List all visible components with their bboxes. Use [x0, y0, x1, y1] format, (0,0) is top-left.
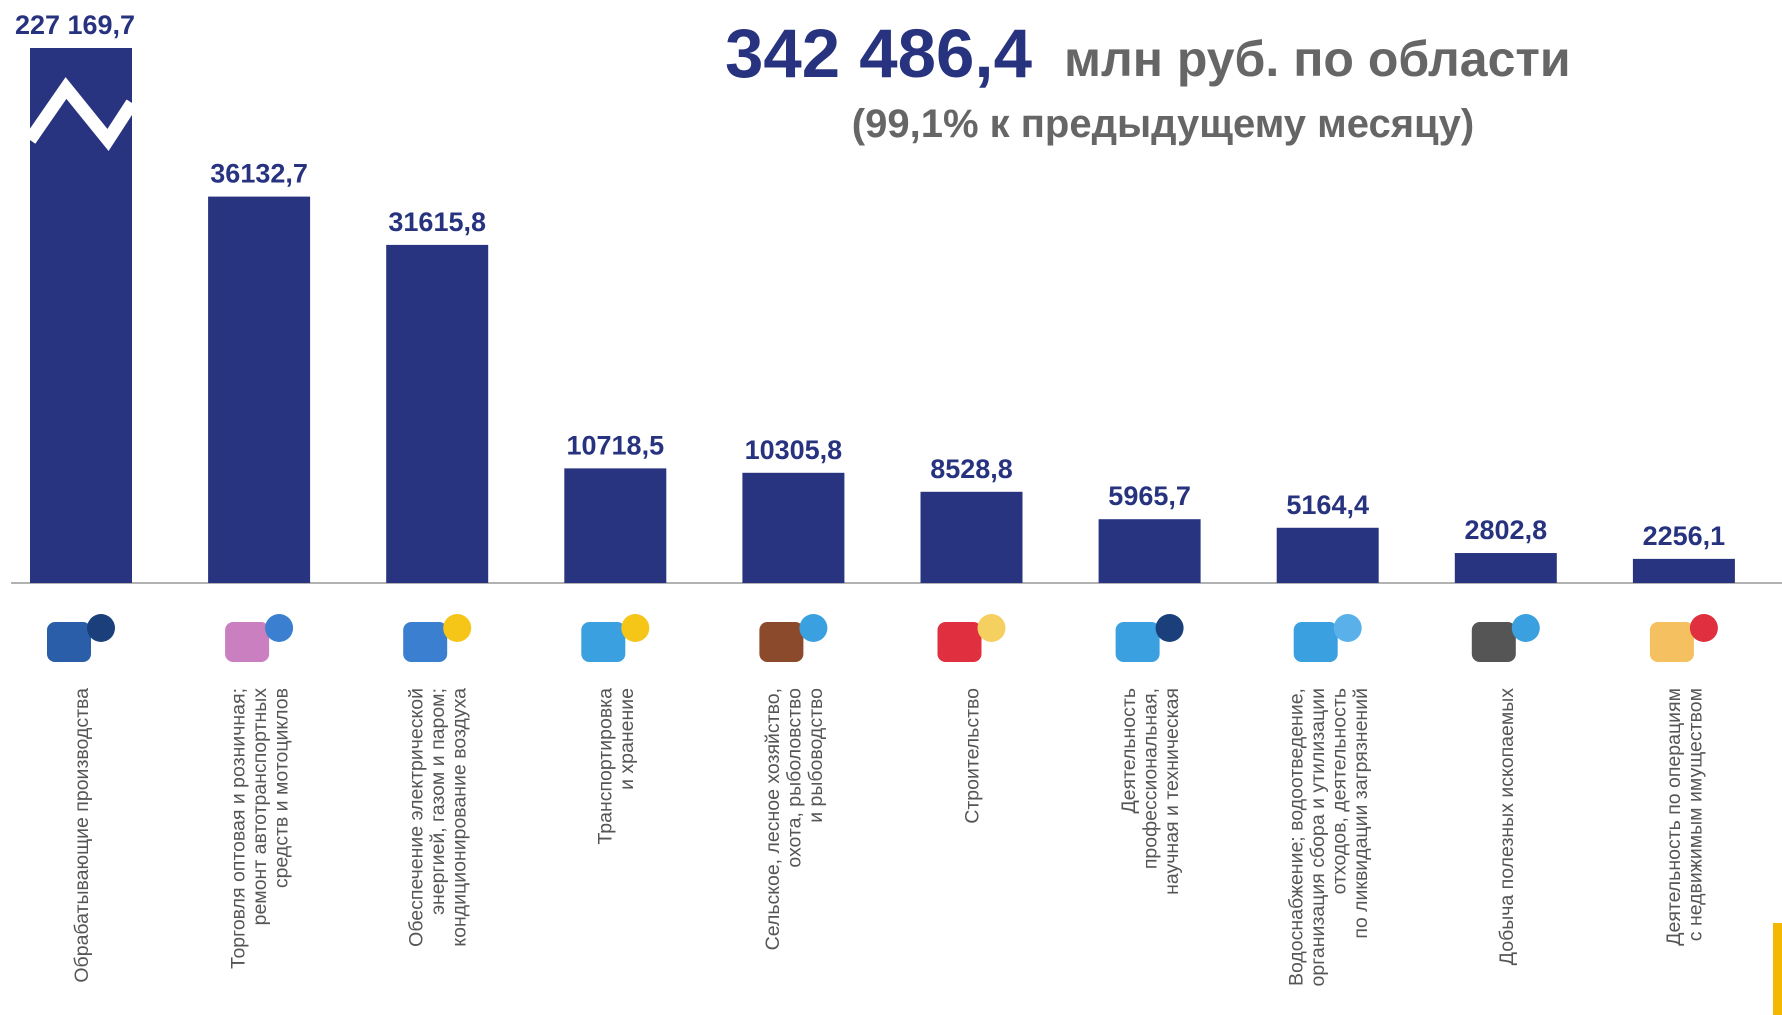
x-tick-label: Добыча полезных ископаемых: [1496, 688, 1518, 965]
x-tick-label: Обеспечение электрической: [406, 688, 428, 947]
category-label-group: Обеспечение электрической энергией, газом…: [406, 688, 471, 947]
x-tick-label: и рыбоводство: [805, 688, 827, 823]
category-label-group: Строительство: [962, 688, 984, 824]
category-label-group: Торговля оптовая и розничная; ремонт авто…: [228, 688, 293, 969]
value-label: 2256,1: [1643, 521, 1726, 551]
value-label: 8528,8: [930, 454, 1013, 484]
value-label: 36132,7: [210, 159, 308, 189]
category-label-group: Обрабатывающие производства: [71, 688, 93, 983]
value-label: 10305,8: [745, 435, 843, 465]
category-label-group: Добыча полезных ископаемых: [1496, 688, 1518, 965]
icon-part: [87, 614, 115, 642]
value-label: 227 169,7: [15, 10, 135, 40]
x-tick-label: средств и мотоциклов: [271, 688, 293, 888]
category-label-group: Деятельность профессиональная, научная и т…: [1118, 688, 1183, 895]
x-tick-label: Деятельность по операциям: [1663, 688, 1685, 946]
icon-part: [977, 614, 1006, 642]
axis-break: [24, 77, 138, 152]
category-label-group: Транспортировка и хранение: [595, 688, 639, 845]
icon-part: [621, 614, 650, 642]
value-label: 31615,8: [388, 207, 486, 237]
bar: [1276, 527, 1379, 583]
bar: [564, 468, 667, 583]
chart-title: 342 486,4: [725, 15, 1032, 92]
x-tick-label: энергией, газом и паром;: [427, 688, 449, 915]
bar: [208, 196, 311, 583]
x-tick-label: Торговля оптовая и розничная;: [228, 688, 250, 969]
icon-part: [403, 622, 448, 662]
category-label-group: Водоснабжение; водоотведение, организация…: [1285, 688, 1372, 986]
icon-part: [47, 622, 91, 662]
x-tick-label: с недвижимым имуществом: [1685, 688, 1707, 941]
bar: [920, 491, 1023, 583]
category-label-group: Сельское, лесное хозяйство, охота, рыболо…: [762, 688, 827, 950]
icon-part: [1293, 622, 1338, 662]
value-label: 5965,7: [1108, 481, 1191, 511]
icon-part: [1511, 614, 1540, 642]
icon-part: [1115, 622, 1160, 662]
x-tick-label: Сельское, лесное хозяйство,: [762, 688, 784, 950]
x-tick-label: организация сбора и утилизации: [1307, 688, 1329, 986]
x-tick-label: научная и техническая: [1161, 688, 1183, 895]
icon-part: [265, 614, 294, 642]
icon-part: [1471, 622, 1516, 662]
value-label: 10718,5: [566, 430, 664, 460]
value-label: 2802,8: [1465, 515, 1548, 545]
icon-part: [759, 622, 804, 662]
icon-part: [1689, 614, 1718, 642]
x-tick-label: профессиональная,: [1140, 688, 1162, 869]
bar: [1098, 519, 1201, 583]
x-tick-label: по ликвидации загрязнений: [1350, 688, 1372, 939]
icon-part: [1649, 622, 1694, 662]
bar: [742, 472, 845, 583]
icon-part: [937, 622, 982, 662]
x-tick-label: Водоснабжение; водоотведение,: [1285, 688, 1307, 986]
x-tick-label: кондиционирование воздуха: [449, 688, 471, 947]
chart-subtitle: (99,1% к предыдущему месяцу): [852, 102, 1474, 146]
x-tick-label: Транспортировка: [595, 688, 617, 845]
x-tick-label: Строительство: [962, 688, 984, 824]
x-tick-label: охота, рыболовство: [783, 688, 805, 868]
chart-title-suffix: млн руб. по области: [1064, 31, 1571, 87]
category-label-group: Деятельность по операциям с недвижимым им…: [1663, 688, 1707, 946]
x-tick-label: и хранение: [616, 688, 638, 790]
icon-part: [1333, 614, 1362, 642]
icon-part: [581, 622, 626, 662]
icon-part: [443, 614, 472, 642]
x-tick-label: ремонт автотранспортных: [249, 688, 271, 926]
corner-accent: [1773, 923, 1782, 1015]
x-tick-label: отходов, деятельность: [1328, 688, 1350, 894]
x-tick-label: Деятельность: [1118, 688, 1140, 814]
x-tick-label: Обрабатывающие производства: [71, 688, 93, 983]
bar: [1454, 553, 1557, 583]
bar: [1632, 558, 1735, 583]
icon-part: [799, 614, 828, 642]
bar: [386, 244, 489, 583]
icon-part: [1155, 614, 1184, 642]
value-label: 5164,4: [1286, 490, 1369, 520]
icon-part: [225, 622, 270, 662]
